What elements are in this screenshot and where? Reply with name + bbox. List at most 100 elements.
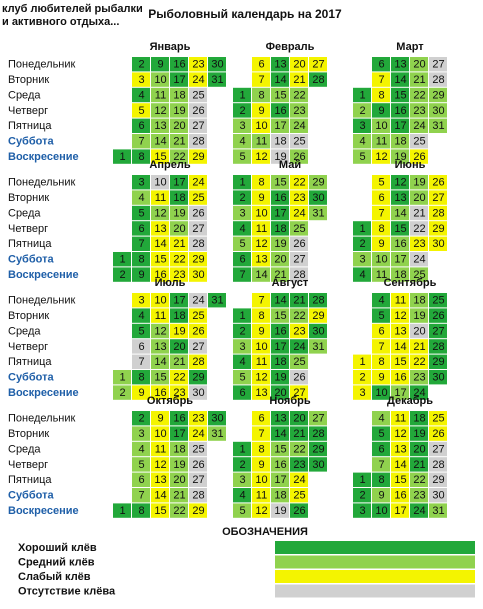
day-cell bbox=[290, 441, 308, 457]
weekday-label: Среда bbox=[8, 207, 41, 219]
weekday-label: Четверг bbox=[8, 105, 48, 117]
day-cell bbox=[353, 87, 371, 103]
day-number: 4 bbox=[239, 490, 245, 502]
day-cell bbox=[372, 441, 390, 457]
day-cell bbox=[151, 411, 169, 426]
day-number: 30 bbox=[211, 59, 223, 71]
day-number: 26 bbox=[432, 177, 444, 189]
day-cell bbox=[290, 370, 308, 385]
day-number: 4 bbox=[138, 443, 144, 455]
day-number: 19 bbox=[173, 105, 185, 117]
day-cell bbox=[252, 190, 270, 205]
day-cell bbox=[271, 323, 289, 339]
weekday-label: Вторник bbox=[8, 192, 49, 204]
day-cell bbox=[391, 488, 409, 503]
day-number: 20 bbox=[293, 59, 305, 71]
day-cell bbox=[309, 308, 327, 323]
weekday-label: Пятница bbox=[8, 120, 52, 132]
day-cell bbox=[151, 221, 169, 236]
day-cell bbox=[372, 339, 390, 354]
day-cell bbox=[391, 87, 409, 103]
day-number: 25 bbox=[293, 490, 305, 502]
day-cell bbox=[151, 134, 169, 149]
day-number: 4 bbox=[239, 356, 245, 368]
day-number: 22 bbox=[413, 356, 425, 368]
day-number: 16 bbox=[394, 490, 406, 502]
day-number: 6 bbox=[258, 59, 264, 71]
day-cell bbox=[271, 457, 289, 472]
day-cell bbox=[290, 87, 308, 103]
day-cell bbox=[132, 134, 150, 149]
day-number: 25 bbox=[192, 443, 204, 455]
day-number: 20 bbox=[274, 254, 286, 266]
day-cell bbox=[151, 426, 169, 441]
day-number: 19 bbox=[274, 151, 286, 163]
day-number: 26 bbox=[413, 151, 425, 163]
day-number: 19 bbox=[413, 310, 425, 322]
day-number: 23 bbox=[173, 269, 185, 281]
day-cell bbox=[151, 205, 169, 221]
month-name: Февраль bbox=[266, 41, 315, 53]
weekday-label: Суббота bbox=[8, 490, 54, 502]
day-number: 25 bbox=[293, 223, 305, 235]
day-cell bbox=[233, 354, 251, 369]
day-cell bbox=[252, 221, 270, 236]
day-number: 16 bbox=[173, 413, 185, 425]
day-cell bbox=[290, 308, 308, 323]
day-cell bbox=[189, 134, 207, 149]
day-number: 5 bbox=[359, 151, 365, 163]
day-cell bbox=[170, 57, 188, 72]
day-cell bbox=[309, 57, 327, 72]
day-cell bbox=[410, 87, 428, 103]
day-number: 22 bbox=[413, 474, 425, 486]
weekday-label: Воскресение bbox=[8, 269, 79, 281]
day-number: 20 bbox=[173, 223, 185, 235]
day-number: 27 bbox=[293, 387, 305, 399]
day-cell bbox=[410, 149, 428, 164]
day-number: 12 bbox=[255, 151, 267, 163]
day-cell bbox=[429, 205, 447, 221]
day-number: 25 bbox=[413, 269, 425, 281]
day-cell bbox=[170, 472, 188, 487]
day-number: 20 bbox=[293, 413, 305, 425]
weekday-label: Понедельник bbox=[8, 413, 76, 425]
day-number: 19 bbox=[274, 372, 286, 384]
day-number: 18 bbox=[274, 490, 286, 502]
day-number: 13 bbox=[394, 192, 406, 204]
day-cell bbox=[372, 134, 390, 149]
month-name: Июль bbox=[155, 277, 186, 289]
day-number: 29 bbox=[432, 474, 444, 486]
day-cell bbox=[372, 236, 390, 251]
day-number: 20 bbox=[413, 192, 425, 204]
day-cell bbox=[290, 323, 308, 339]
weekday-label: Суббота bbox=[8, 254, 54, 266]
day-number: 18 bbox=[413, 295, 425, 307]
day-number: 14 bbox=[154, 136, 166, 148]
day-cell bbox=[372, 267, 390, 282]
day-number: 13 bbox=[154, 474, 166, 486]
day-cell bbox=[271, 72, 289, 87]
day-number: 14 bbox=[154, 238, 166, 250]
day-number: 31 bbox=[211, 295, 223, 307]
day-cell bbox=[132, 370, 150, 385]
day-number: 3 bbox=[138, 177, 144, 189]
day-cell bbox=[353, 221, 371, 236]
day-cell bbox=[353, 385, 371, 400]
day-cell bbox=[410, 411, 428, 426]
day-cell bbox=[151, 488, 169, 503]
day-number: 23 bbox=[413, 105, 425, 117]
day-number: 22 bbox=[413, 223, 425, 235]
day-number: 18 bbox=[173, 192, 185, 204]
day-number: 27 bbox=[293, 254, 305, 266]
day-number: 29 bbox=[312, 443, 324, 455]
day-number: 9 bbox=[258, 105, 264, 117]
day-cell bbox=[233, 236, 251, 251]
day-cell bbox=[208, 426, 226, 441]
day-number: 22 bbox=[293, 310, 305, 322]
day-number: 27 bbox=[192, 223, 204, 235]
day-number: 6 bbox=[138, 341, 144, 353]
day-cell bbox=[252, 205, 270, 221]
day-cell bbox=[271, 293, 289, 308]
day-cell bbox=[429, 103, 447, 118]
weekday-label: Понедельник bbox=[8, 295, 76, 307]
